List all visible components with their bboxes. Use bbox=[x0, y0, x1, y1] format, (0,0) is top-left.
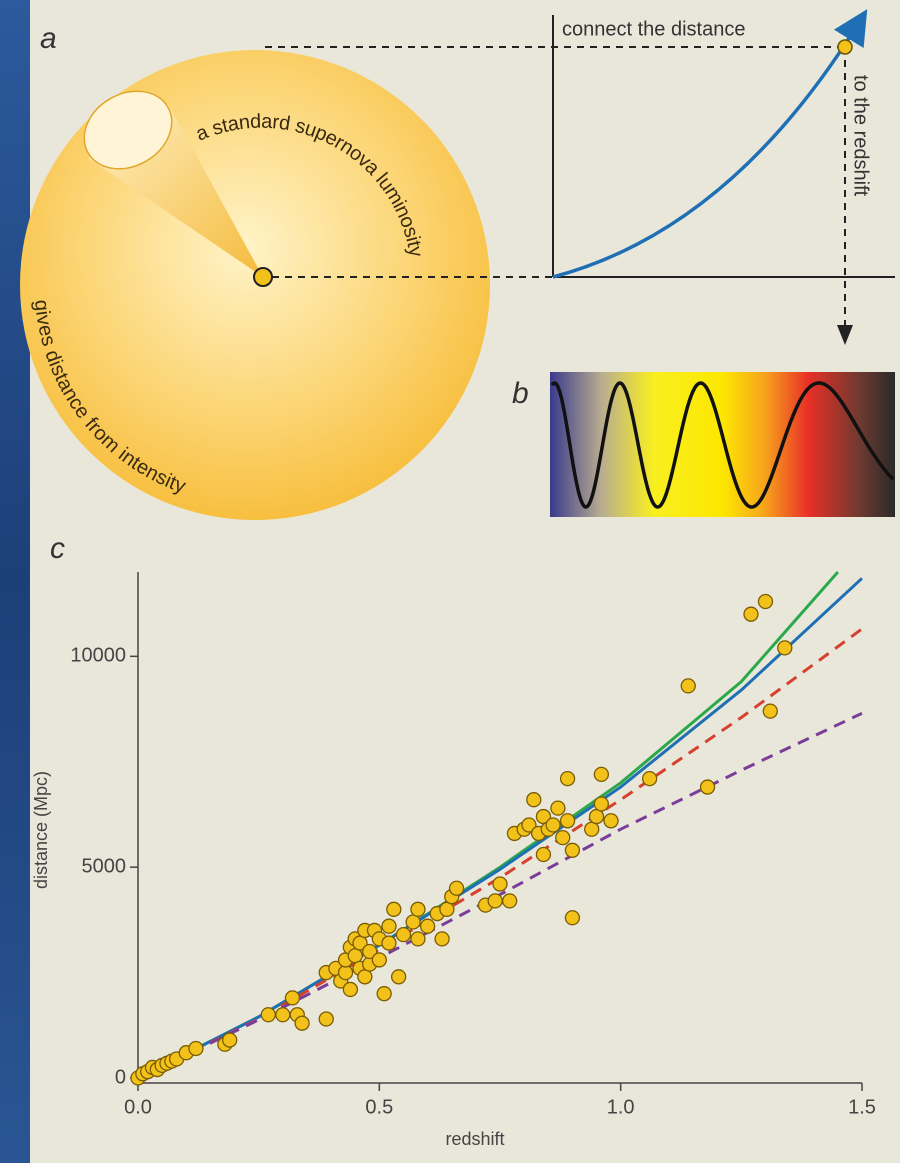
data-point bbox=[546, 818, 560, 832]
data-point bbox=[551, 801, 565, 815]
data-point bbox=[387, 902, 401, 916]
data-point bbox=[339, 966, 353, 980]
x-tick-label: 1.5 bbox=[848, 1096, 876, 1118]
data-point bbox=[536, 848, 550, 862]
distance-curve bbox=[553, 24, 858, 277]
data-point bbox=[561, 772, 575, 786]
panel-label: b bbox=[512, 377, 529, 410]
data-point bbox=[358, 970, 372, 984]
connect-label: connect the distance bbox=[562, 18, 745, 40]
data-point bbox=[276, 1008, 290, 1022]
x-tick-label: 1.0 bbox=[607, 1096, 635, 1118]
data-point bbox=[295, 1016, 309, 1030]
data-point bbox=[440, 902, 454, 916]
figure: a a standard supernova luminosity gives … bbox=[0, 0, 900, 1163]
data-point bbox=[527, 793, 541, 807]
data-point bbox=[372, 953, 386, 967]
x-tick-label: 0.0 bbox=[124, 1096, 152, 1118]
data-point bbox=[421, 919, 435, 933]
data-point bbox=[778, 641, 792, 655]
y-tick-label: 0 bbox=[115, 1066, 126, 1088]
page: a a standard supernova luminosity gives … bbox=[0, 0, 900, 1163]
data-point bbox=[396, 928, 410, 942]
supernova-dot bbox=[254, 268, 272, 286]
data-point bbox=[450, 881, 464, 895]
data-point bbox=[411, 902, 425, 916]
data-point bbox=[594, 797, 608, 811]
data-point bbox=[285, 991, 299, 1005]
data-point bbox=[223, 1033, 237, 1047]
data-point bbox=[319, 1012, 333, 1026]
data-point bbox=[681, 679, 695, 693]
y-tick-label: 10000 bbox=[70, 645, 126, 667]
data-point bbox=[343, 982, 357, 996]
data-point bbox=[585, 822, 599, 836]
data-point bbox=[488, 894, 502, 908]
data-point bbox=[565, 843, 579, 857]
data-point bbox=[701, 780, 715, 794]
data-point bbox=[565, 911, 579, 925]
data-point bbox=[604, 814, 618, 828]
curve-dot bbox=[838, 40, 852, 54]
data-point bbox=[382, 919, 396, 933]
panel-label: c bbox=[50, 532, 65, 565]
data-point bbox=[261, 1008, 275, 1022]
data-point bbox=[411, 932, 425, 946]
x-tick-label: 0.5 bbox=[365, 1096, 393, 1118]
data-point bbox=[382, 936, 396, 950]
data-point bbox=[590, 810, 604, 824]
data-point bbox=[643, 772, 657, 786]
model-line bbox=[138, 578, 862, 1078]
data-point bbox=[763, 704, 777, 718]
data-point bbox=[503, 894, 517, 908]
data-point bbox=[561, 814, 575, 828]
data-point bbox=[744, 607, 758, 621]
model-line bbox=[138, 629, 862, 1078]
data-point bbox=[377, 987, 391, 1001]
data-point bbox=[348, 949, 362, 963]
data-point bbox=[392, 970, 406, 984]
data-point bbox=[556, 831, 570, 845]
data-point bbox=[189, 1041, 203, 1055]
data-point bbox=[594, 767, 608, 781]
panel-label: a bbox=[40, 22, 57, 55]
data-point bbox=[493, 877, 507, 891]
redshift-label: to the redshift bbox=[850, 75, 872, 197]
model-line bbox=[138, 572, 838, 1078]
x-axis-title: redshift bbox=[445, 1129, 504, 1149]
y-tick-label: 5000 bbox=[82, 855, 127, 877]
data-point bbox=[758, 595, 772, 609]
data-point bbox=[435, 932, 449, 946]
data-point bbox=[406, 915, 420, 929]
side-strip bbox=[0, 0, 30, 1163]
y-axis-title: distance (Mpc) bbox=[31, 771, 51, 889]
